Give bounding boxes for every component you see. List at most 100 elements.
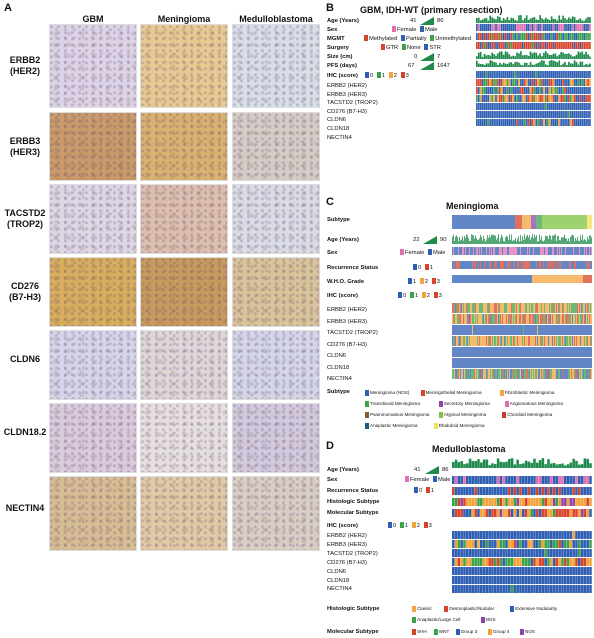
heatmap-cell: [452, 303, 453, 313]
heatmap-cell: [467, 247, 468, 255]
heatmap-cell: [589, 585, 592, 593]
heatmap-cell: [506, 235, 507, 244]
heatmap-cell: [520, 42, 522, 49]
heatmap-cell: [495, 261, 496, 269]
heatmap-cell: [544, 549, 547, 557]
heatmap-cell: [539, 314, 540, 324]
heatmap-cell: [485, 55, 488, 59]
heatmap-cell: [491, 567, 494, 575]
heatmap-cell: [575, 498, 578, 506]
heatmap-cell: [556, 347, 557, 357]
heatmap-cell: [483, 336, 484, 346]
heatmap-cell: [569, 42, 572, 49]
heatmap-cell: [524, 460, 528, 468]
heatmap-cell: [466, 275, 467, 283]
heatmap-cell: [558, 103, 561, 110]
heatmap-cell: [575, 531, 578, 539]
heatmap-cell: [561, 509, 564, 517]
heatmap-cell: [499, 87, 501, 94]
heatmap-cell: [574, 314, 575, 324]
heatmap-cell: [476, 215, 477, 229]
heatmap-cell: [544, 476, 547, 484]
heatmap-cell: [577, 347, 578, 357]
heatmap-cell: [452, 325, 453, 335]
heatmap-cell: [541, 60, 543, 67]
heatmap-cell: [511, 261, 512, 269]
heatmap-cell: [565, 369, 566, 379]
heatmap-cell: [469, 369, 470, 379]
heatmap-cell: [543, 71, 545, 78]
heatmap-cell: [488, 303, 489, 313]
heatmap-cell: [463, 558, 466, 566]
heatmap-cell: [483, 358, 484, 368]
heatmap-cell: [490, 347, 491, 357]
heatmap-cell: [566, 247, 567, 255]
heatmap-cell: [465, 275, 466, 283]
heatmap-cell: [502, 336, 503, 346]
heatmap-cell: [552, 585, 556, 593]
heatmap-cell: [530, 558, 533, 566]
heatmap-cell: [574, 325, 575, 335]
heatmap-cell: [478, 369, 479, 379]
d-recurrence-label: Recurrence Status: [327, 488, 379, 494]
heatmap-cell: [504, 314, 505, 324]
heatmap-cell: [468, 567, 472, 575]
heatmap-cell: [473, 336, 474, 346]
heatmap-cell: [452, 336, 453, 346]
heatmap-cell: [547, 531, 550, 539]
heatmap-cell: [539, 95, 541, 102]
heatmap-cell: [477, 239, 478, 244]
heatmap-cell: [533, 111, 536, 118]
heatmap-cell: [479, 87, 482, 94]
heatmap-cell: [571, 16, 574, 23]
heatmap-cell: [589, 476, 592, 484]
heatmap-cell: [507, 325, 508, 335]
heatmap-cell: [558, 549, 561, 557]
heatmap-cell: [480, 585, 483, 593]
heatmap-cell: [552, 549, 556, 557]
heatmap-cell: [498, 303, 499, 313]
heatmap-cell: [589, 576, 592, 584]
heatmap-cell: [566, 103, 568, 110]
heatmap-cell: [528, 325, 529, 335]
heatmap-cell: [477, 540, 480, 548]
row-label-alias: (HER2): [9, 66, 40, 76]
heatmap-cell: [468, 498, 472, 506]
c-age-label: Age (Years): [327, 237, 359, 243]
heatmap-cell: [527, 509, 531, 517]
heatmap-cell: [564, 509, 567, 517]
heatmap-cell: [510, 71, 513, 78]
heatmap-cell: [559, 303, 560, 313]
heatmap-cell: [453, 303, 454, 313]
b-surgery-legend: GTR None STR: [381, 44, 441, 52]
heatmap-cell: [454, 247, 455, 255]
heatmap-cell: [535, 314, 536, 324]
heatmap-cell: [477, 52, 480, 59]
heatmap-cell: [490, 358, 491, 368]
marker-label: CLDN6: [327, 568, 347, 575]
heatmap-cell: [477, 314, 478, 324]
heatmap-cell: [486, 275, 487, 283]
heatmap-cell: [527, 79, 530, 86]
heatmap-cell: [545, 33, 547, 40]
heatmap-cell: [568, 33, 570, 40]
heatmap-cell: [512, 369, 513, 379]
heatmap-cell: [546, 24, 549, 31]
heatmap-cell: [566, 275, 567, 283]
heatmap-cell: [473, 358, 474, 368]
heatmap-cell: [497, 215, 498, 229]
heatmap-cell: [471, 498, 475, 506]
heatmap-cell: [506, 16, 509, 23]
c-age-max: 90: [440, 237, 447, 243]
heatmap-cell: [527, 336, 528, 346]
heatmap-cell: [506, 314, 507, 324]
heatmap-cell: [564, 531, 567, 539]
heatmap-cell: [568, 71, 570, 78]
heatmap-cell: [486, 215, 487, 229]
heatmap-cell: [572, 476, 575, 484]
heatmap-cell: [476, 42, 478, 49]
heatmap-cell: [493, 42, 495, 49]
heatmap-cell: [563, 336, 564, 346]
heatmap-cell: [587, 325, 588, 335]
heatmap-cell: [454, 549, 458, 557]
